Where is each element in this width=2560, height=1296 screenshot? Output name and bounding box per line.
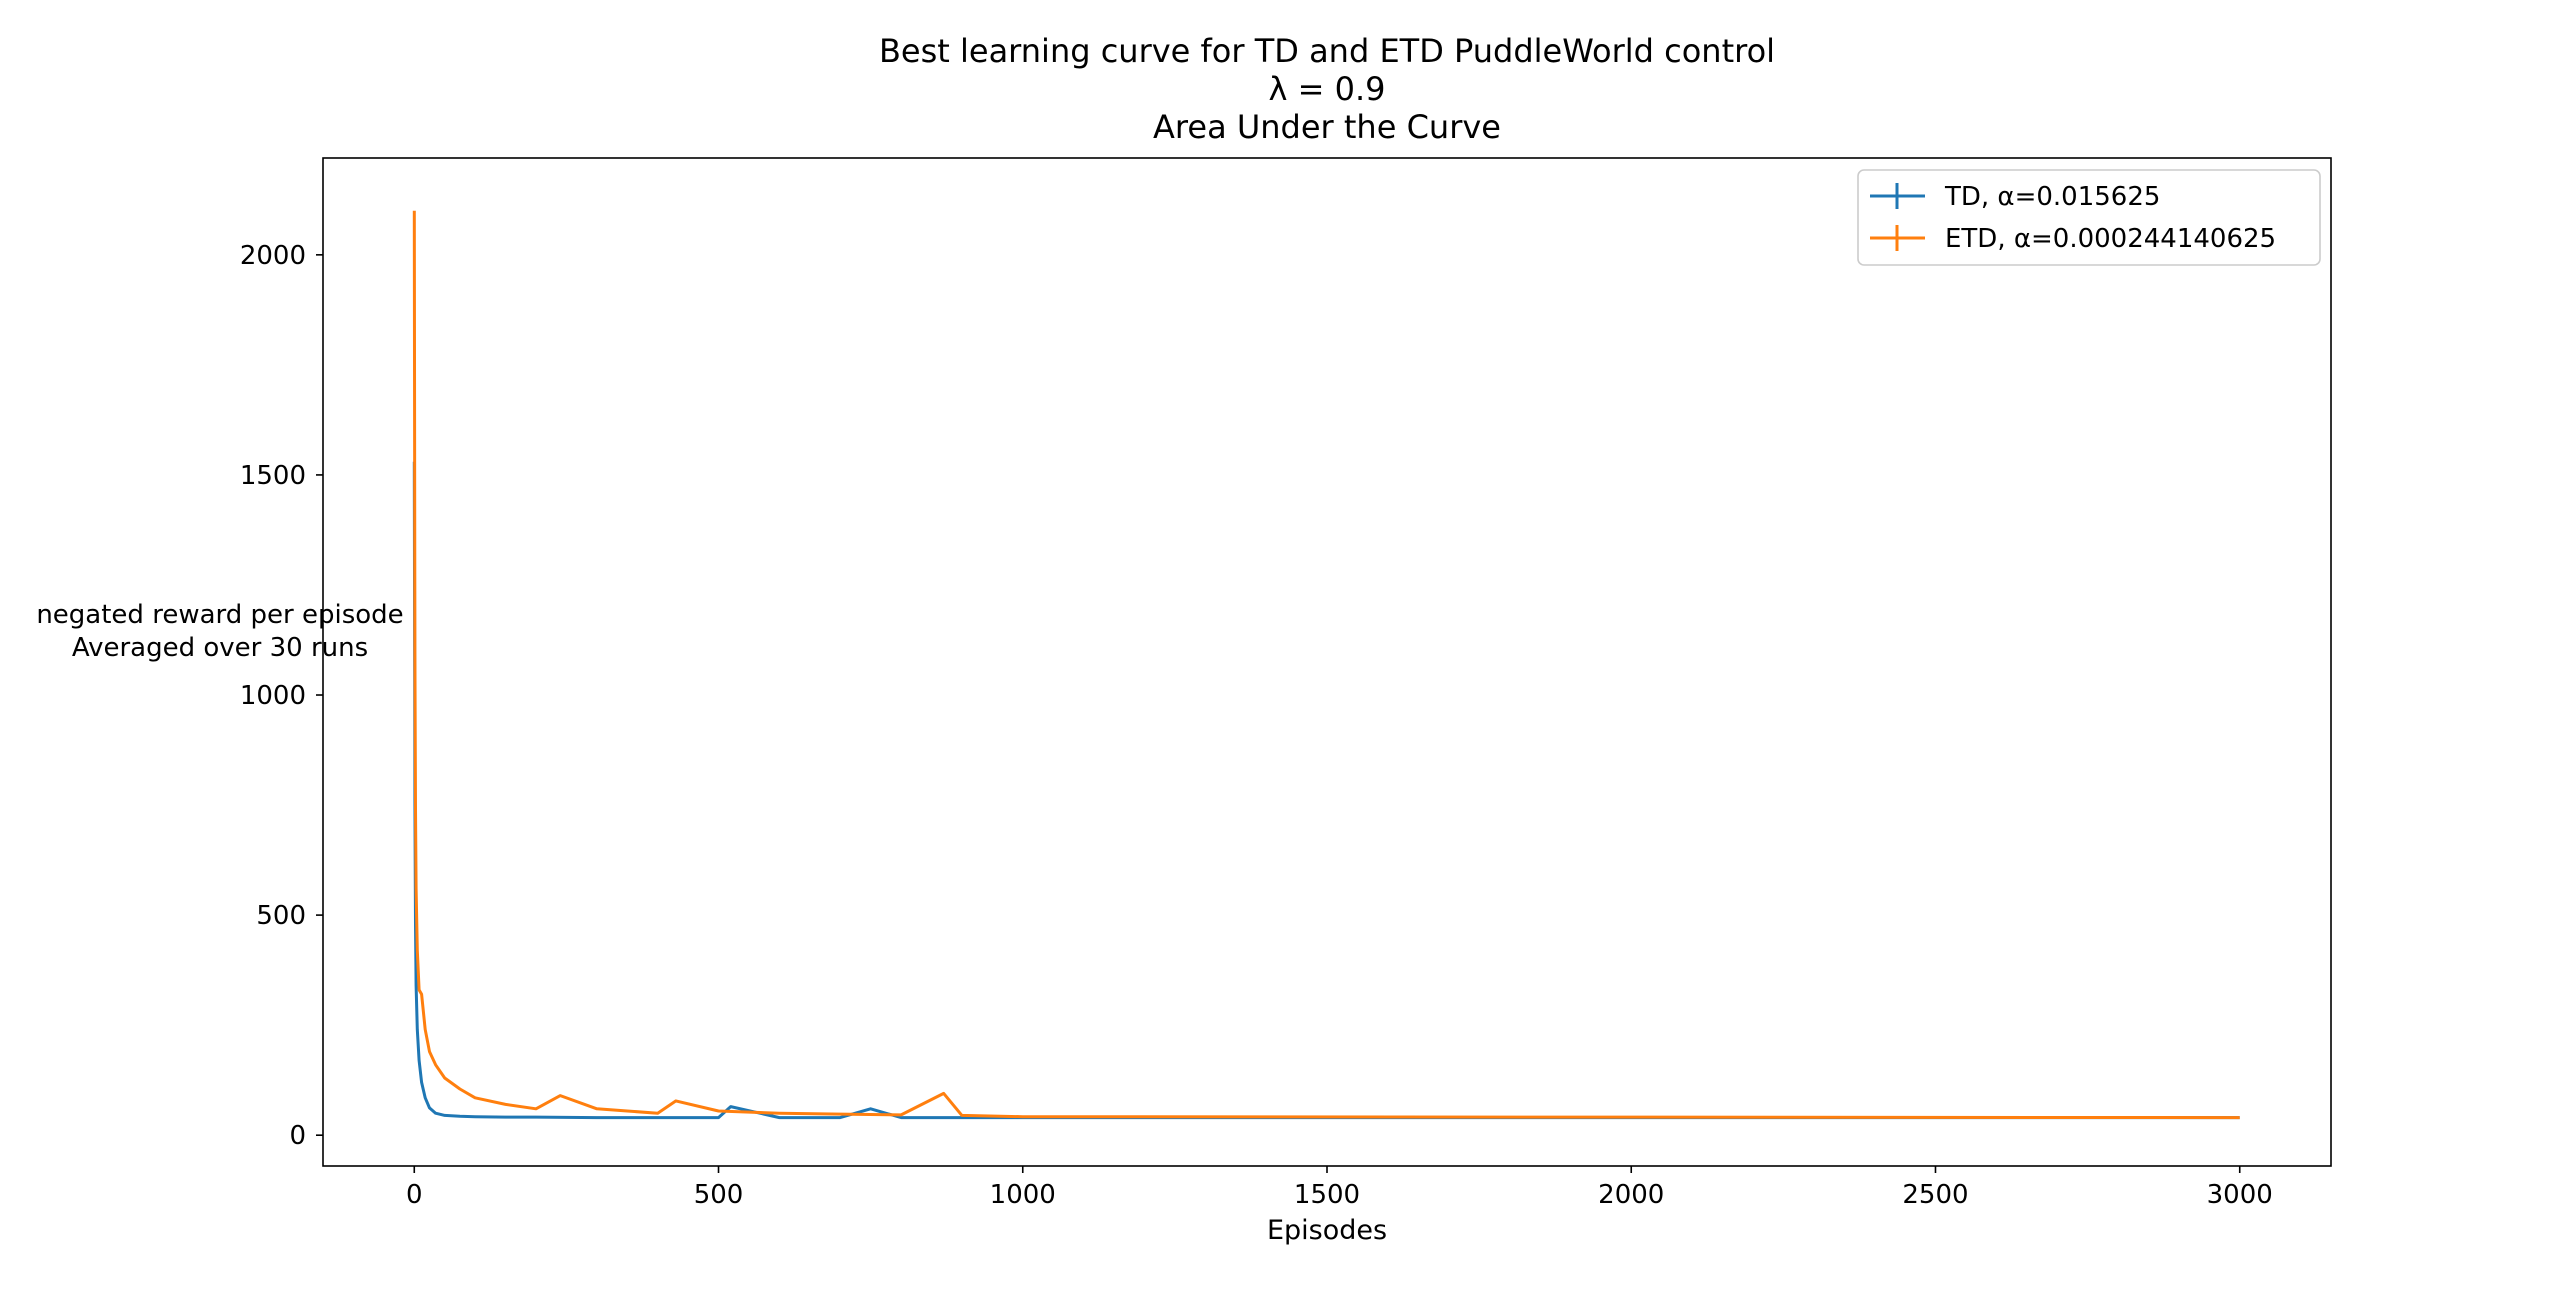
title-line: λ = 0.9 <box>1269 70 1386 108</box>
legend-box <box>1857 169 2321 266</box>
y-label-line: Averaged over 30 runs <box>72 633 368 663</box>
x-tick-label: 0 <box>406 1180 423 1210</box>
series-line-1 <box>412 210 2240 1120</box>
legend-item[interactable]: TD, α=0.015625 <box>1870 182 2160 212</box>
y-label-line: negated reward per episode <box>36 600 403 630</box>
chart-title: Best learning curve for TD and ETD Puddl… <box>879 32 1775 146</box>
y-tick-label: 0 <box>289 1121 306 1151</box>
x-axis-label: Episodes <box>1267 1215 1387 1246</box>
legend-item[interactable]: ETD, α=0.000244140625 <box>1870 224 2276 254</box>
x-tick-label: 2000 <box>1598 1180 1664 1210</box>
plot-series <box>412 210 2240 1120</box>
x-tick-label: 2500 <box>1902 1180 1968 1210</box>
y-tick-label: 1500 <box>240 461 306 491</box>
plot-frame <box>322 157 2332 1167</box>
y-tick-label: 500 <box>256 901 306 931</box>
x-tick-label: 3000 <box>2207 1180 2273 1210</box>
x-tick-label: 1000 <box>990 1180 1056 1210</box>
y-tick-label: 2000 <box>240 241 306 271</box>
y-axis-ticks: 0 500 1000 1500 2000 <box>240 241 323 1151</box>
x-tick-label: 1500 <box>1294 1180 1360 1210</box>
series-line-0 <box>412 461 2240 1120</box>
y-tick-label: 1000 <box>240 681 306 711</box>
legend-label: TD, α=0.015625 <box>1944 182 2160 212</box>
legend-label: ETD, α=0.000244140625 <box>1945 224 2276 254</box>
x-tick-label: 500 <box>694 1180 744 1210</box>
legend[interactable]: TD, α=0.015625 ETD, α=0.000244140625 <box>1857 169 2321 266</box>
title-line: Best learning curve for TD and ETD Puddl… <box>879 32 1775 70</box>
title-line: Area Under the Curve <box>1153 108 1501 146</box>
x-axis-ticks: 0 500 1000 1500 2000 2500 3000 <box>406 1166 2273 1210</box>
